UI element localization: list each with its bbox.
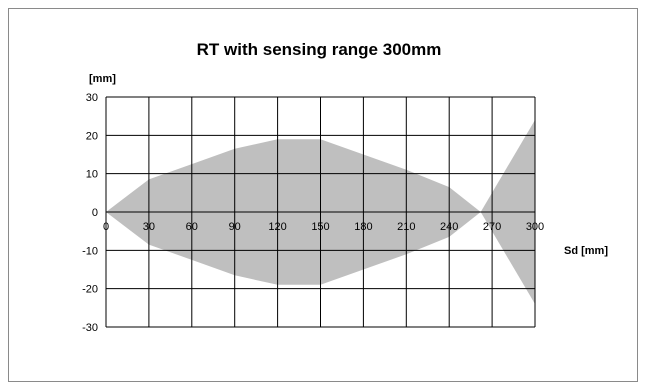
x-tick-label: 120 [268, 221, 286, 233]
y-tick-label: -20 [82, 284, 98, 296]
chart: RT with sensing range 300mm [mm] Sd [mm]… [82, 40, 608, 334]
x-tick-label: 90 [229, 221, 241, 233]
x-tick-label: 30 [143, 221, 155, 233]
y-tick-label: -30 [82, 322, 98, 334]
x-axis-label: Sd [mm] [564, 245, 608, 257]
x-tick-label: 240 [440, 221, 458, 233]
x-tick-label: 210 [397, 221, 415, 233]
y-tick-label: -10 [82, 245, 98, 257]
y-tick-label: 0 [92, 207, 98, 219]
y-tick-label: 10 [86, 169, 98, 181]
x-tick-labels: 0 30 60 90 120 150 180 210 240 270 300 [103, 221, 544, 233]
chart-title: RT with sensing range 300mm [197, 40, 442, 59]
y-tick-label: 30 [86, 92, 98, 104]
y-tick-labels: 30 20 10 0 -10 -20 -30 [82, 92, 98, 334]
x-tick-label: 300 [526, 221, 544, 233]
x-tick-label: 270 [483, 221, 501, 233]
chart-frame: RT with sensing range 300mm [mm] Sd [mm]… [8, 8, 638, 382]
grid [105, 96, 536, 328]
x-tick-label: 0 [103, 221, 109, 233]
x-tick-label: 180 [354, 221, 372, 233]
x-tick-label: 60 [186, 221, 198, 233]
y-axis-label: [mm] [89, 73, 116, 85]
x-tick-label: 150 [311, 221, 329, 233]
y-tick-label: 20 [86, 130, 98, 142]
